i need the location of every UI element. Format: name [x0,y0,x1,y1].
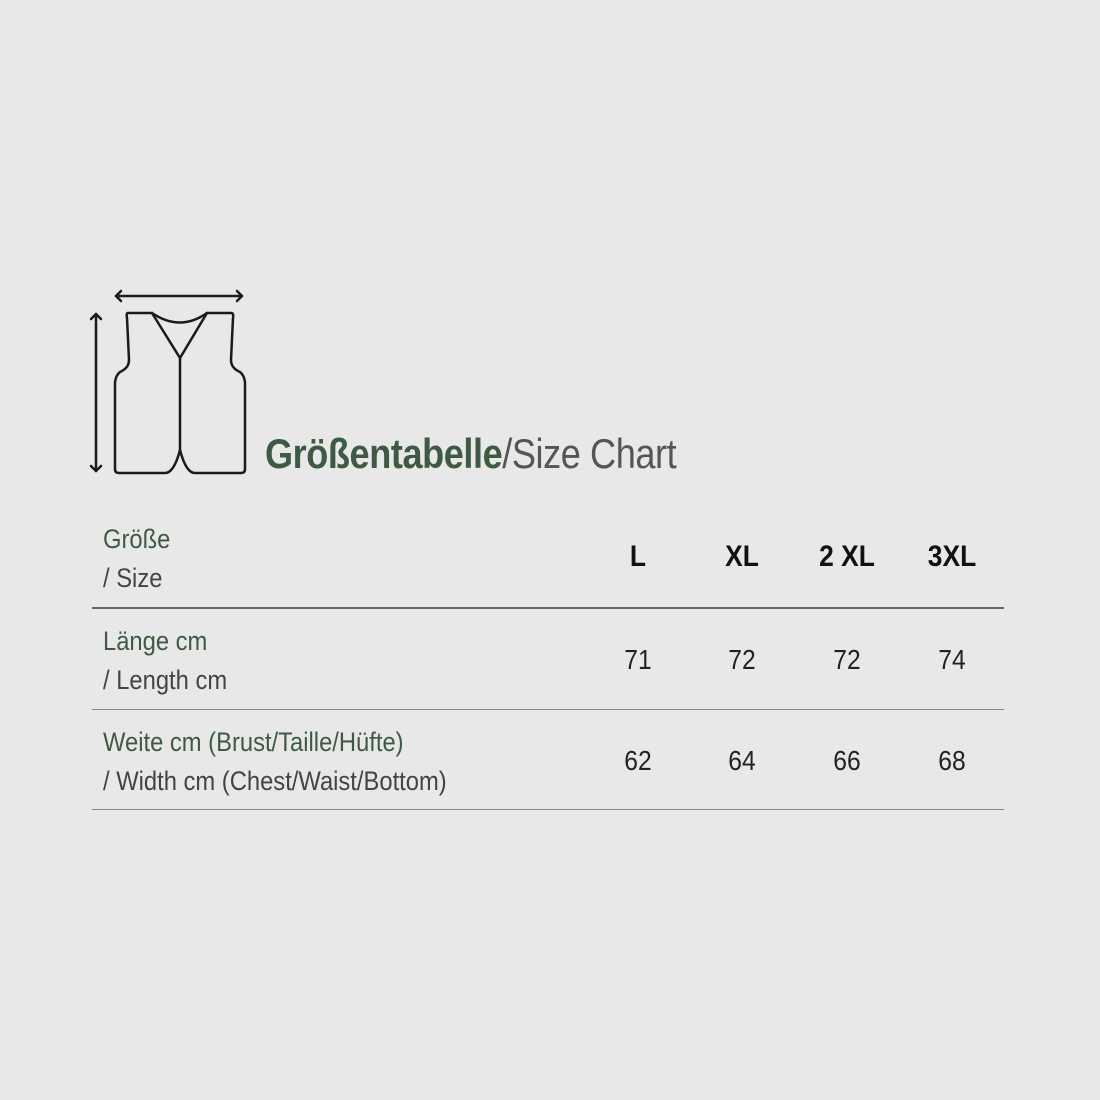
title-german: Größentabelle [265,430,503,477]
label-english: / Length cm [103,665,228,695]
row-label: Weite cm (Brust/Taille/Hüfte) / Width cm… [103,723,447,801]
table-header-row: Größe / Size L XL 2 XL 3XL [92,520,1004,608]
table-cell: 66 [833,745,861,776]
label-english: / Width cm (Chest/Waist/Bottom) [103,766,447,796]
vest-outline [113,311,247,475]
length-arrow-icon [89,312,103,473]
title-english: Size Chart [511,430,677,477]
size-header: XL [725,540,759,573]
divider [92,809,1004,810]
vest-icon [89,289,247,475]
title-separator: / [502,430,512,477]
size-header: 3XL [927,540,977,573]
page-title: Größentabelle/Size Chart [265,430,677,478]
row-label: Länge cm / Length cm [103,622,227,700]
size-header: 2 XL [819,540,875,573]
table-row: Länge cm / Length cm 71 72 72 74 [92,622,1004,710]
divider [92,607,1004,609]
width-arrow-icon [114,289,244,303]
table-cell: 64 [728,745,756,776]
table-cell: 62 [624,745,652,776]
table-row: Weite cm (Brust/Taille/Hüfte) / Width cm… [92,723,1004,811]
header-label: Größe / Size [103,520,170,598]
table-cell: 74 [938,644,966,675]
divider [92,709,1004,710]
label-german: Größe [103,524,171,554]
label-german: Weite cm (Brust/Taille/Hüfte) [103,727,404,757]
size-header: L [629,540,647,573]
table-cell: 71 [624,644,652,675]
table-cell: 72 [728,644,756,675]
table-cell: 68 [938,745,966,776]
label-english: / Size [103,563,163,593]
table-cell: 72 [833,644,861,675]
label-german: Länge cm [103,626,208,656]
